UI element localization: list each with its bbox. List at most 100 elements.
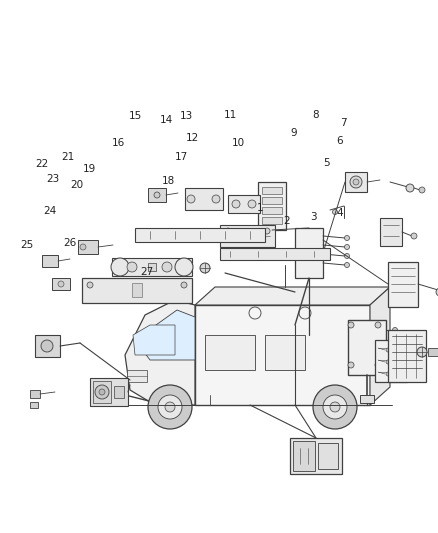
Ellipse shape <box>145 283 170 297</box>
Circle shape <box>419 187 425 193</box>
Circle shape <box>392 358 398 362</box>
Circle shape <box>248 200 256 208</box>
Bar <box>30 402 38 408</box>
Text: 27: 27 <box>140 267 153 277</box>
Circle shape <box>375 322 381 328</box>
Text: 22: 22 <box>35 159 48 169</box>
Bar <box>388 330 426 382</box>
Circle shape <box>345 236 350 240</box>
Circle shape <box>154 192 160 198</box>
Bar <box>262 217 282 224</box>
Circle shape <box>406 184 414 192</box>
Bar <box>148 263 156 271</box>
Text: 25: 25 <box>21 240 34 250</box>
Text: 23: 23 <box>46 174 59 183</box>
Bar <box>345 172 367 192</box>
Text: 16: 16 <box>112 138 125 148</box>
Bar <box>262 207 282 214</box>
Circle shape <box>392 348 398 352</box>
Bar <box>112 258 192 276</box>
Polygon shape <box>135 310 195 360</box>
Circle shape <box>348 362 354 368</box>
Circle shape <box>436 288 438 296</box>
Circle shape <box>162 262 172 272</box>
Text: 7: 7 <box>340 118 347 127</box>
Text: 17: 17 <box>175 152 188 162</box>
Text: 12: 12 <box>186 133 199 142</box>
Text: 4: 4 <box>336 208 343 218</box>
Circle shape <box>41 340 53 352</box>
Polygon shape <box>195 287 390 305</box>
Circle shape <box>417 347 427 357</box>
Text: 2: 2 <box>283 216 290 226</box>
Circle shape <box>348 322 354 328</box>
Circle shape <box>181 282 187 288</box>
Circle shape <box>345 254 350 259</box>
Circle shape <box>158 395 182 419</box>
Circle shape <box>95 385 109 399</box>
Bar <box>220 248 330 260</box>
Bar <box>318 443 338 469</box>
Circle shape <box>353 179 359 185</box>
Text: 26: 26 <box>64 238 77 247</box>
Text: 20: 20 <box>70 181 83 190</box>
Circle shape <box>232 200 240 208</box>
Circle shape <box>313 385 357 429</box>
Circle shape <box>350 176 362 188</box>
Bar <box>127 370 147 382</box>
Text: 5: 5 <box>323 158 330 167</box>
Circle shape <box>225 228 231 234</box>
Text: 10: 10 <box>232 138 245 148</box>
Bar <box>42 255 58 267</box>
Circle shape <box>345 245 350 249</box>
Bar <box>220 225 275 247</box>
Bar <box>262 197 282 204</box>
Bar <box>293 441 315 471</box>
Text: 3: 3 <box>310 213 317 222</box>
Bar <box>35 335 60 357</box>
Bar <box>135 228 265 242</box>
Circle shape <box>87 282 93 288</box>
Bar <box>348 320 386 375</box>
Bar <box>428 348 438 356</box>
Text: 21: 21 <box>61 152 74 162</box>
Bar <box>380 218 402 246</box>
Circle shape <box>175 258 193 276</box>
Bar <box>290 438 342 474</box>
Circle shape <box>330 402 340 412</box>
Circle shape <box>299 307 311 319</box>
Circle shape <box>375 362 381 368</box>
Circle shape <box>99 389 105 395</box>
Bar <box>228 195 260 213</box>
Bar <box>78 240 98 254</box>
Text: 1: 1 <box>257 203 264 213</box>
Circle shape <box>392 337 398 343</box>
Circle shape <box>80 244 86 250</box>
Circle shape <box>127 262 137 272</box>
Text: 11: 11 <box>223 110 237 119</box>
Bar <box>295 228 323 278</box>
Bar <box>114 386 124 398</box>
Text: 15: 15 <box>129 111 142 121</box>
Bar <box>360 395 374 403</box>
Bar <box>262 187 282 194</box>
Polygon shape <box>133 325 175 355</box>
Text: 14: 14 <box>160 115 173 125</box>
Bar <box>82 278 192 303</box>
Bar <box>148 188 166 202</box>
Bar <box>93 381 111 403</box>
Circle shape <box>386 348 390 352</box>
Circle shape <box>386 360 390 364</box>
Bar <box>195 305 370 405</box>
Circle shape <box>249 307 261 319</box>
Circle shape <box>200 263 210 273</box>
Bar <box>375 340 407 382</box>
Circle shape <box>58 281 64 287</box>
Bar <box>388 262 418 307</box>
Bar <box>265 335 305 370</box>
Circle shape <box>111 258 129 276</box>
Circle shape <box>345 262 350 268</box>
Text: 8: 8 <box>312 110 319 119</box>
Bar <box>30 390 40 398</box>
Circle shape <box>386 372 390 376</box>
